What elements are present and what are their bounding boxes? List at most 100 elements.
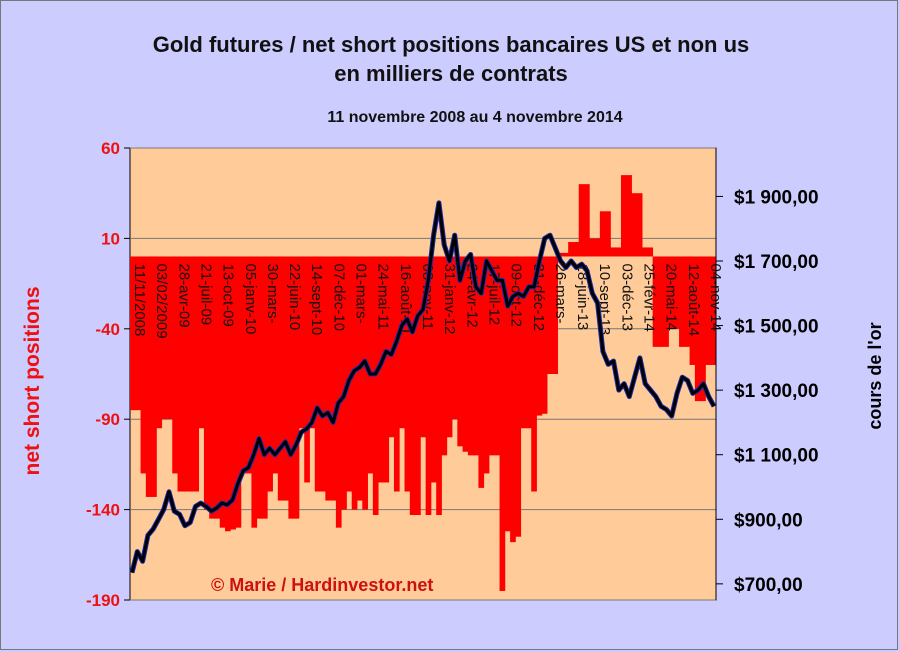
- bar-13: [198, 256, 205, 429]
- bar-25: [261, 256, 268, 519]
- bar-62: [457, 256, 463, 447]
- price-line: [130, 201, 716, 573]
- y-right-tick-label-0: $1 900,00: [734, 187, 819, 208]
- bar-80: [552, 256, 559, 374]
- bar-20: [235, 256, 242, 528]
- bar-82: [562, 252, 569, 257]
- bar-34: [309, 256, 316, 429]
- y-axis-left-title: net short positions: [21, 287, 44, 476]
- bar-26: [267, 256, 273, 492]
- bar-2: [140, 256, 147, 474]
- x-tick-label-0: 11/11/2008: [131, 264, 148, 337]
- bar-series: [130, 175, 717, 591]
- y-left-tick-label-1: 10: [101, 229, 120, 248]
- bar-84: [573, 242, 580, 257]
- bar-61: [452, 256, 458, 420]
- bar-28: [277, 256, 284, 501]
- bar-22: [246, 256, 252, 474]
- bar-88: [594, 238, 601, 257]
- bar-103: [673, 256, 680, 329]
- bar-40: [341, 256, 347, 510]
- bar-46: [372, 256, 379, 516]
- y-right-tick-label-1: $1 700,00: [734, 252, 819, 273]
- x-tick-label-22: 03-déc-13: [618, 264, 635, 332]
- bar-11: [188, 256, 194, 492]
- bar-43: [357, 256, 363, 501]
- x-tick-label-23: 25-févr-14: [641, 264, 658, 332]
- y-left-tick-label-5: -190: [86, 591, 120, 610]
- x-tick-label-5: 05-janv-10: [242, 264, 259, 335]
- bar-66: [478, 256, 485, 488]
- bar-50: [393, 256, 400, 492]
- y-right-tick-label-2: $1 500,00: [734, 317, 819, 338]
- bar-102: [668, 256, 675, 329]
- bar-17: [219, 256, 226, 528]
- line-series: [129, 200, 717, 574]
- x-tick-label-25: 12-août-14: [685, 264, 702, 337]
- bar-36: [320, 256, 326, 492]
- bar-1: [135, 256, 141, 411]
- bar-87: [589, 238, 595, 257]
- bar-56: [425, 256, 432, 516]
- y-right-tick-label-6: $700,00: [734, 575, 803, 596]
- bar-45: [367, 256, 374, 474]
- chart-title-line2: en milliers de contrats: [334, 61, 568, 86]
- x-tick-label-11: 24-mai-11: [375, 264, 392, 330]
- bar-58: [436, 256, 442, 516]
- bar-27: [272, 256, 279, 474]
- bar-38: [330, 256, 337, 501]
- bar-107: [694, 256, 701, 402]
- y-right-tick-label-3: $1 300,00: [734, 381, 819, 402]
- bar-98: [647, 247, 654, 257]
- bar-48: [383, 256, 390, 483]
- y-right-tick-label-4: $1 100,00: [734, 446, 819, 467]
- y-left-tick-label-0: 60: [101, 139, 120, 158]
- y-axis-right: $1 900,00 $1 700,00 $1 500,00 $1 300,00 $1 1…: [715, 148, 819, 600]
- bar-89: [599, 211, 606, 257]
- bar-106: [689, 256, 696, 365]
- bar-30: [288, 256, 295, 519]
- bar-5: [156, 256, 163, 429]
- bar-39: [335, 256, 342, 528]
- bar-97: [642, 247, 648, 257]
- bar-94: [626, 175, 632, 257]
- bar-77: [536, 256, 543, 416]
- x-tick-label-9: 07-déc-10: [330, 264, 347, 332]
- bar-67: [483, 256, 490, 474]
- bar-7: [166, 256, 173, 420]
- bar-12: [193, 256, 200, 492]
- bar-19: [230, 256, 236, 530]
- bar-18: [225, 256, 231, 532]
- x-tick-label-1: 03/02/2009: [153, 264, 170, 339]
- bar-72: [510, 256, 516, 543]
- bar-32: [298, 256, 305, 429]
- x-tick-label-4: 13-oct-09: [220, 264, 237, 327]
- bar-108: [700, 256, 706, 402]
- chart-title: Gold futures / net short positions banca…: [152, 32, 750, 57]
- bar-55: [420, 256, 427, 438]
- bar-31: [293, 256, 300, 519]
- bar-3: [145, 256, 152, 497]
- bar-68: [488, 256, 495, 456]
- bar-41: [346, 256, 353, 492]
- bar-85: [578, 184, 585, 257]
- bar-4: [151, 256, 157, 497]
- bar-74: [520, 256, 527, 429]
- bar-16: [214, 256, 221, 519]
- bar-96: [636, 193, 643, 257]
- x-tick-label-2: 28-avr-09: [175, 264, 192, 328]
- bar-42: [351, 256, 358, 510]
- credit-text: © Marie / Hardinvestor.net: [211, 575, 433, 595]
- bar-51: [399, 256, 405, 429]
- bar-93: [620, 175, 627, 257]
- bar-69: [494, 256, 500, 456]
- chart-subtitle: 11 novembre 2008 au 4 novembre 2014: [327, 109, 623, 126]
- bar-59: [441, 256, 448, 456]
- x-tick-label-3: 21-juil-09: [198, 264, 215, 326]
- bar-29: [283, 256, 289, 501]
- bar-65: [473, 256, 479, 456]
- bar-101: [663, 256, 669, 347]
- bar-14: [203, 256, 210, 510]
- bar-70: [499, 256, 506, 591]
